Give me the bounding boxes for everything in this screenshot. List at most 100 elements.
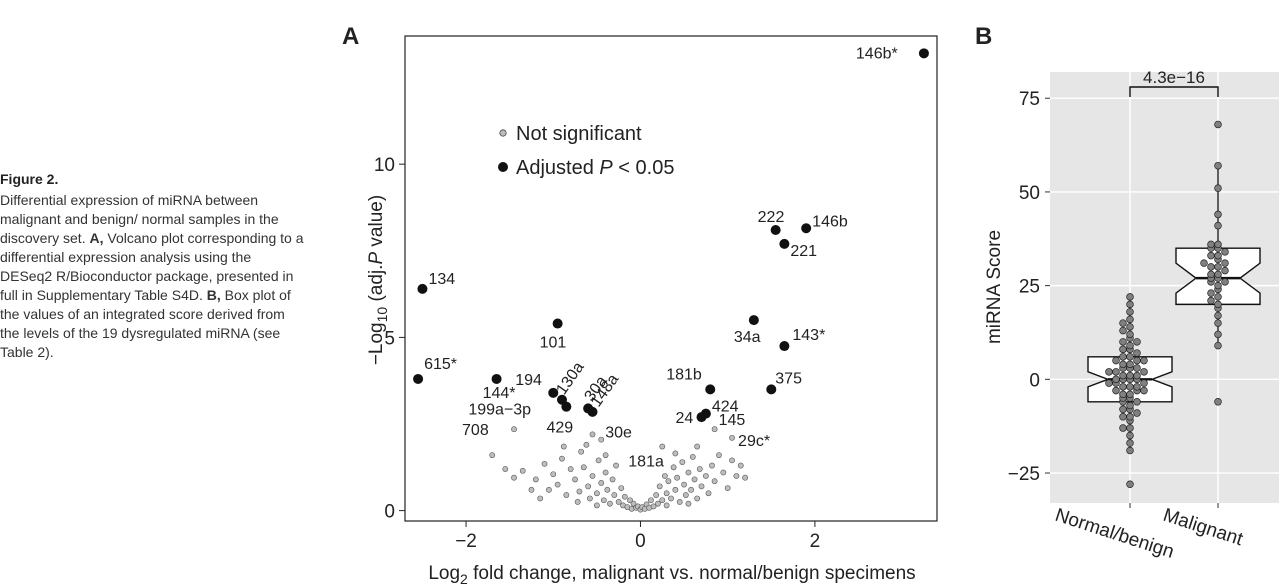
volcano-point-label: 615* bbox=[424, 356, 457, 373]
box-data-point bbox=[1214, 341, 1222, 350]
box-data-point bbox=[1214, 311, 1222, 320]
box-data-point bbox=[1214, 281, 1222, 290]
box-data-point bbox=[1214, 263, 1222, 271]
caption-text-2: Volcano plot corresponding to a differen… bbox=[0, 230, 304, 303]
volcano-point-significant bbox=[548, 387, 559, 398]
volcano-point-label: 134 bbox=[428, 271, 455, 288]
volcano-point-label: 375 bbox=[775, 370, 802, 387]
box-data-point bbox=[1112, 386, 1120, 395]
box-data-point bbox=[1214, 184, 1222, 192]
box-data-point bbox=[1126, 308, 1134, 316]
box-data-point bbox=[1221, 278, 1229, 286]
volcano-x-axis-label: Log2 fold change, malignant vs. normal/b… bbox=[428, 563, 915, 586]
volcano-point-not-significant bbox=[589, 473, 596, 479]
box-data-point bbox=[1112, 368, 1120, 376]
box-data-point bbox=[1126, 413, 1134, 421]
volcano-point-not-significant bbox=[611, 492, 618, 498]
box-data-point bbox=[1207, 289, 1215, 297]
panel-label-a: A bbox=[342, 23, 359, 50]
volcano-point-significant bbox=[561, 401, 572, 412]
volcano-plot: −2 0 2 0 5 10 146b* 222 146b 221 134 101 34a 143* 615… bbox=[366, 35, 938, 586]
volcano-point-not-significant bbox=[655, 500, 661, 507]
volcano-point-not-significant bbox=[598, 479, 605, 486]
box-data-point bbox=[1119, 338, 1127, 346]
box-data-point bbox=[1221, 259, 1229, 267]
box-data-point bbox=[1119, 353, 1127, 361]
volcano-point-not-significant bbox=[659, 443, 666, 450]
significance-bracket bbox=[1129, 86, 1219, 97]
box-data-point bbox=[1140, 356, 1148, 365]
box-data-point bbox=[1126, 446, 1134, 455]
box-data-point bbox=[1214, 319, 1222, 327]
volcano-point-not-significant bbox=[602, 452, 609, 459]
volcano-point-significant bbox=[779, 341, 790, 352]
volcano-point-not-significant bbox=[729, 457, 735, 464]
box-data-point bbox=[1133, 338, 1141, 346]
box-data-point bbox=[1126, 383, 1134, 391]
volcano-point-not-significant bbox=[528, 486, 535, 493]
volcano-point-not-significant bbox=[489, 452, 496, 459]
volcano-point-not-significant bbox=[685, 500, 692, 507]
volcano-point-not-significant bbox=[694, 443, 701, 450]
caption-label-b: B, bbox=[206, 287, 221, 303]
volcano-point-label: 424 bbox=[712, 399, 739, 416]
box-data-point bbox=[1207, 240, 1215, 249]
box-data-point bbox=[1126, 341, 1134, 350]
volcano-point-significant bbox=[918, 48, 929, 59]
volcano-point-label: 708 bbox=[462, 422, 489, 439]
volcano-point-not-significant bbox=[724, 485, 731, 491]
box-data-point bbox=[1126, 353, 1134, 361]
box-data-point bbox=[1119, 413, 1127, 421]
volcano-point-not-significant bbox=[580, 464, 587, 471]
volcano-y-axis-label: −Log10 (adj.P value) bbox=[366, 195, 390, 365]
volcano-point-not-significant bbox=[672, 486, 679, 493]
volcano-point-not-significant bbox=[546, 486, 552, 493]
volcano-point-significant bbox=[801, 223, 812, 234]
box-data-point bbox=[1133, 349, 1141, 357]
volcano-point-not-significant bbox=[720, 469, 727, 476]
caption-text-1: Differential expression of miRNA between… bbox=[0, 192, 279, 246]
caption-label-a: A, bbox=[89, 230, 104, 246]
box-data-point bbox=[1126, 293, 1134, 301]
box-data-point bbox=[1133, 398, 1141, 406]
volcano-point-not-significant bbox=[593, 502, 600, 509]
volcano-point-not-significant bbox=[559, 455, 565, 462]
volcano-point-not-significant bbox=[532, 476, 539, 483]
box-data-point bbox=[1126, 424, 1134, 432]
volcano-point-not-significant bbox=[681, 481, 687, 488]
box-data-point bbox=[1105, 368, 1113, 376]
box-data-point bbox=[1214, 221, 1222, 230]
caption-title: Figure 2. bbox=[0, 171, 59, 187]
volcano-point-significant bbox=[766, 384, 777, 395]
volcano-point-not-significant bbox=[621, 493, 628, 500]
volcano-point-not-significant bbox=[583, 441, 590, 448]
volcano-point-not-significant bbox=[682, 492, 689, 498]
box-data-point bbox=[1207, 270, 1215, 279]
box-data-point bbox=[1126, 315, 1134, 324]
volcano-point-not-significant bbox=[604, 486, 611, 493]
volcano-point-not-significant bbox=[679, 459, 686, 466]
volcano-point-not-significant bbox=[663, 502, 670, 509]
legend-significant-marker bbox=[498, 162, 508, 172]
volcano-point-not-significant bbox=[585, 483, 592, 490]
volcano-point-label: 221 bbox=[790, 243, 817, 260]
volcano-point-not-significant bbox=[691, 476, 698, 483]
volcano-point-not-significant bbox=[578, 448, 585, 455]
volcano-point-not-significant bbox=[600, 497, 607, 504]
volcano-point-significant bbox=[587, 406, 598, 417]
box-data-point bbox=[1119, 424, 1127, 432]
box-y-tick-label: 50 bbox=[1019, 183, 1040, 204]
box-data-point bbox=[1214, 293, 1222, 301]
box-data-point bbox=[1200, 259, 1208, 267]
box-data-point bbox=[1119, 345, 1127, 354]
volcano-point-not-significant bbox=[554, 481, 561, 488]
box-data-point bbox=[1133, 356, 1141, 365]
volcano-point-label: 101 bbox=[540, 335, 567, 352]
box-data-point bbox=[1119, 383, 1127, 391]
volcano-point-not-significant bbox=[563, 492, 570, 498]
volcano-point-not-significant bbox=[502, 466, 509, 472]
box-data-point bbox=[1214, 398, 1222, 406]
box-data-point bbox=[1126, 401, 1134, 410]
volcano-point-not-significant bbox=[716, 452, 722, 459]
